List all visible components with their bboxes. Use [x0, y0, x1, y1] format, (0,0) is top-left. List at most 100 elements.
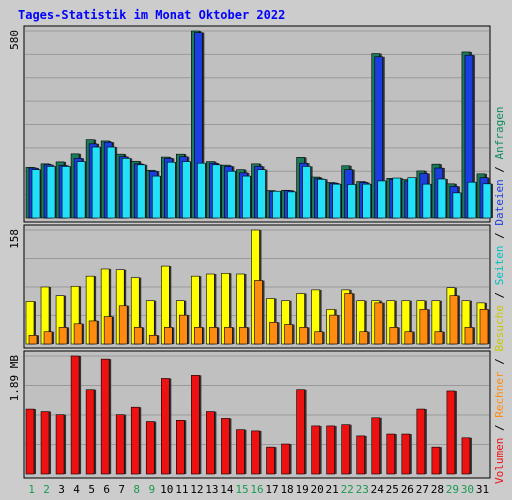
bar-rechner-day-9	[148, 335, 158, 345]
bar-seiten-day-11	[182, 161, 191, 219]
bar-rechner-day-16	[254, 280, 263, 345]
panel-anfragen: 580	[8, 25, 493, 223]
chart-panels: 580 158 1.89 MB	[8, 25, 493, 479]
day-label-24: 24	[371, 483, 385, 496]
bar-rechner-day-15	[239, 327, 248, 345]
day-label-21: 21	[326, 483, 339, 496]
bar-rechner-day-18	[284, 324, 293, 345]
bar-rechner-day-28	[434, 331, 444, 345]
day-label-12: 12	[190, 483, 203, 496]
day-label-2: 2	[43, 483, 50, 496]
day-label-13: 13	[205, 483, 218, 496]
bar-seiten-day-8	[136, 164, 146, 219]
bar-rechner-day-17	[269, 322, 278, 345]
bar-volumen-day-10	[160, 378, 170, 475]
bar-volumen-day-6	[100, 358, 110, 475]
legend-item-besuche: Besuche	[493, 305, 506, 351]
bar-seiten-day-7	[121, 158, 131, 219]
panel-besuche: 158	[8, 224, 491, 349]
bar-seiten-day-6	[106, 146, 116, 219]
bar-seiten-day-3	[61, 166, 71, 219]
legend-item-seiten: Seiten	[493, 246, 506, 286]
legend-item-rechner: Rechner	[493, 371, 506, 418]
bar-seiten-day-24	[377, 180, 387, 219]
day-axis-labels: 1 2 3 4 5 6 7 8 9 10 11 12 13 14 15 16 17 18 19 20 21 22 23 24 2…	[28, 483, 489, 496]
bar-seiten-day-21	[332, 183, 341, 219]
bar-rechner-day-23	[359, 331, 369, 345]
bar-volumen-day-8	[130, 406, 140, 475]
bar-seiten-day-23	[362, 183, 372, 219]
bar-rechner-day-20	[314, 331, 323, 345]
bar-seiten-day-20	[317, 179, 326, 219]
legend-text: Volumen / Rechner / Besuche / Seiten / D…	[493, 106, 506, 484]
bar-volumen-day-7	[115, 414, 125, 475]
day-label-5: 5	[88, 483, 95, 496]
bar-volumen-day-28	[431, 446, 441, 475]
day-label-19: 19	[295, 483, 308, 496]
day-label-20: 20	[311, 483, 324, 496]
day-label-1: 1	[28, 483, 35, 496]
day-label-26: 26	[401, 483, 414, 496]
chart-title: Tages-Statistik im Monat Oktober 2022	[18, 8, 285, 22]
bar-seiten-day-25	[392, 177, 402, 219]
bar-volumen-day-3	[55, 414, 65, 475]
panel-max-label: 158	[8, 229, 21, 249]
bar-rechner-day-10	[163, 327, 173, 345]
bar-rechner-day-12	[194, 327, 203, 345]
bar-volumen-day-24	[371, 417, 381, 475]
bar-volumen-day-5	[85, 389, 95, 475]
day-label-27: 27	[416, 483, 429, 496]
day-label-4: 4	[73, 483, 80, 496]
bar-rechner-day-14	[224, 327, 233, 345]
bar-seiten-day-9	[151, 175, 161, 219]
bar-seiten-day-30	[467, 181, 477, 219]
bar-volumen-day-26	[401, 433, 411, 475]
bar-rechner-day-7	[118, 305, 128, 345]
day-label-11: 11	[175, 483, 188, 496]
bar-rechner-day-21	[329, 314, 338, 345]
bar-volumen-day-4	[70, 355, 80, 475]
day-label-28: 28	[431, 483, 444, 496]
legend-separator: /	[493, 285, 506, 305]
day-label-8: 8	[133, 483, 140, 496]
bar-rechner-day-31	[479, 309, 489, 345]
bar-seiten-day-22	[347, 184, 356, 219]
bar-volumen-day-21	[326, 425, 335, 475]
bar-volumen-day-16	[251, 430, 260, 475]
bar-rechner-day-24	[374, 302, 384, 345]
day-label-23: 23	[356, 483, 369, 496]
bar-rechner-day-11	[179, 314, 188, 345]
bar-volumen-day-18	[281, 443, 290, 475]
bar-seiten-day-28	[437, 178, 447, 219]
bar-seiten-day-15	[242, 175, 251, 219]
bar-seiten-day-10	[166, 161, 176, 219]
legend-item-anfragen: Anfragen	[493, 106, 506, 159]
bar-seiten-day-12	[197, 162, 206, 219]
bar-seiten-day-29	[452, 192, 462, 219]
day-label-25: 25	[386, 483, 399, 496]
bar-seiten-day-26	[407, 177, 417, 219]
bar-rechner-day-25	[389, 327, 399, 345]
bar-volumen-day-15	[236, 429, 245, 475]
day-label-15: 15	[235, 483, 248, 496]
day-label-14: 14	[220, 483, 234, 496]
bar-rechner-day-4	[73, 323, 83, 345]
bar-rechner-day-1	[28, 335, 38, 345]
bar-seiten-day-31	[482, 183, 492, 219]
bar-seiten-day-18	[287, 191, 296, 219]
bar-volumen-day-17	[266, 446, 275, 475]
bar-rechner-day-29	[449, 295, 459, 345]
bar-volumen-day-1	[25, 408, 35, 475]
bar-volumen-day-25	[386, 433, 396, 475]
bar-seiten-day-19	[302, 166, 311, 219]
bar-volumen-day-11	[176, 420, 185, 475]
bar-volumen-day-12	[191, 375, 200, 475]
bar-rechner-day-22	[344, 293, 353, 345]
day-label-16: 16	[250, 483, 263, 496]
bar-volumen-day-22	[341, 424, 350, 475]
bar-volumen-day-27	[416, 408, 426, 475]
bar-volumen-day-9	[145, 421, 155, 475]
bar-seiten-day-4	[76, 161, 86, 219]
day-label-17: 17	[265, 483, 278, 496]
